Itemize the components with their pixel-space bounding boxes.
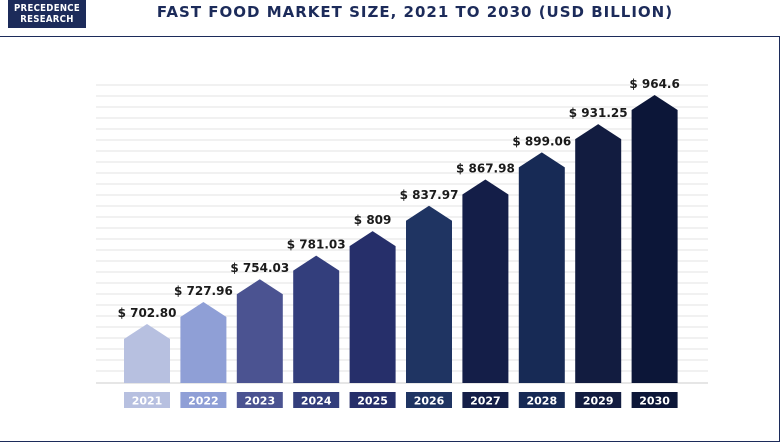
value-label-2029: $ 931.25 [569,106,628,120]
category-label-box-2023 [236,392,283,408]
category-label-2024: 2024 [301,395,332,408]
category-label-box-2026 [406,392,452,408]
category-label-box-2028 [518,392,565,408]
value-label-2022: $ 727.96 [174,284,233,298]
value-label-2028: $ 899.06 [512,134,571,148]
value-label-2023: $ 754.03 [230,261,289,275]
bar-2021 [124,324,170,383]
bar-2023 [236,279,283,383]
bar-2022 [180,301,227,383]
value-label-2027: $ 867.98 [456,162,515,176]
category-label-2023: 2023 [244,395,275,408]
bar-2027 [462,179,509,383]
category-label-box-2024 [293,392,340,408]
logo-line-2: RESEARCH [20,14,74,25]
category-label-box-2027 [462,392,509,408]
category-label-2026: 2026 [414,395,445,408]
value-label-2030: $ 964.6 [629,77,679,91]
category-label-box-2029 [575,392,622,408]
logo-line-1: PRECEDENCE [14,3,80,14]
category-label-2029: 2029 [583,395,614,408]
value-label-2024: $ 781.03 [287,238,346,252]
category-label-box-2022 [180,392,227,408]
bar-2028 [518,152,565,383]
category-label-2027: 2027 [470,395,501,408]
header: PRECEDENCE RESEARCH FAST FOOD MARKET SIZ… [0,0,780,36]
value-label-2025: $ 809 [354,213,392,227]
bar-2029 [575,124,622,384]
bar-2030 [631,95,678,383]
category-label-box-2025 [349,392,396,408]
category-label-2022: 2022 [188,395,219,408]
chart-title: FAST FOOD MARKET SIZE, 2021 TO 2030 (USD… [156,3,674,21]
category-label-box-2021 [124,392,170,408]
category-label-box-2030 [631,392,678,408]
value-label-2021: $ 702.80 [118,306,177,320]
value-label-2026: $ 837.97 [400,188,459,202]
category-label-2021: 2021 [132,395,163,408]
category-label-2030: 2030 [639,395,670,408]
category-label-2028: 2028 [526,395,557,408]
brand-logo: PRECEDENCE RESEARCH [8,0,86,28]
bar-2024 [293,255,340,383]
category-label-2025: 2025 [357,395,388,408]
bar-2026 [406,205,452,383]
bar-2025 [349,231,396,383]
